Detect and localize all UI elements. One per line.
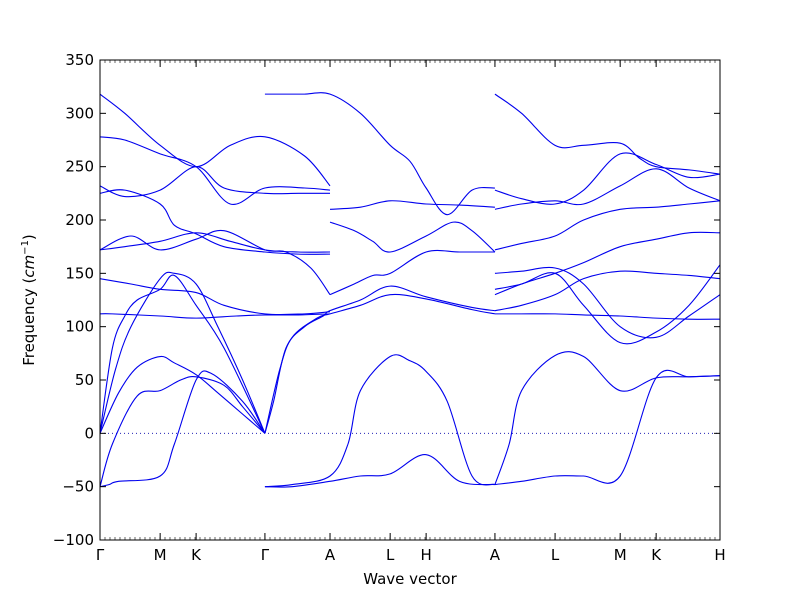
band-line-16 (264, 454, 495, 488)
band-line-24 (494, 200, 721, 251)
y-tick-label: 100 (65, 318, 94, 336)
band-line-12 (99, 93, 331, 187)
y-axis-label-close: ) (20, 234, 38, 240)
band-line-29 (494, 369, 721, 486)
y-tick-label: 50 (75, 371, 94, 389)
y-axis-label-unit: cm (20, 255, 38, 278)
y-axis-label-open: ( (20, 278, 38, 289)
x-tick-label: H (714, 546, 725, 564)
band-lines (99, 92, 721, 488)
x-axis-label: Wave vector (363, 570, 457, 588)
x-tick-label: M (614, 546, 627, 564)
y-axis-label: Frequency (cm−1) (20, 234, 38, 366)
x-tick-label: A (325, 546, 336, 564)
x-tick-label: H (420, 546, 431, 564)
band-line-6 (99, 278, 331, 316)
band-line-20 (329, 200, 495, 210)
x-tick-label: L (551, 546, 560, 564)
band-line-31 (494, 264, 721, 345)
y-axis-label-unit-exp: −1 (20, 240, 31, 255)
y-tick-label: 150 (65, 264, 94, 282)
y-tick-label: 200 (65, 211, 94, 229)
band-line-8 (99, 232, 331, 253)
plot-border (99, 59, 721, 541)
band-line-4 (99, 376, 266, 487)
y-tick-label: 350 (65, 51, 94, 69)
x-tick-label: Γ (261, 546, 270, 564)
band-line-15 (264, 293, 496, 434)
band-line-26 (494, 270, 721, 312)
band-line-3 (99, 370, 266, 488)
x-tick-label: M (154, 546, 167, 564)
x-tick-label: A (490, 546, 501, 564)
band-line-13 (264, 92, 495, 216)
band-line-21 (494, 93, 721, 175)
band-line-7 (99, 229, 331, 295)
band-line-5 (99, 313, 331, 319)
x-tick-label: Γ (96, 546, 105, 564)
band-line-17 (264, 354, 496, 488)
y-tick-label: 250 (65, 158, 94, 176)
y-tick-label: 300 (65, 104, 94, 122)
y-axis-label-text: Frequency (20, 288, 38, 366)
band-line-18 (329, 221, 496, 253)
y-tick-label: −100 (53, 531, 94, 549)
band-line-19 (329, 249, 495, 296)
band-line-22 (494, 152, 721, 205)
band-line-10 (99, 166, 331, 198)
y-tick-label: −50 (62, 478, 94, 496)
band-line-9 (99, 189, 331, 255)
band-line-1 (99, 271, 266, 434)
x-tick-label: L (386, 546, 395, 564)
y-axis-ticks: −100 −50 0 50 100 150 200 250 300 350 (53, 51, 720, 549)
x-tick-label: K (651, 546, 662, 564)
band-line-23 (494, 168, 721, 210)
plot-area: −100 −50 0 50 100 150 200 250 300 350 Γ M K Γ A L H A L M K… (53, 51, 726, 564)
y-tick-label: 0 (84, 424, 94, 442)
band-line-11 (99, 136, 331, 205)
x-tick-label: K (191, 546, 202, 564)
plot-frame (100, 60, 720, 540)
band-line-0 (99, 355, 266, 434)
band-line-28 (494, 351, 721, 485)
band-line-30 (494, 266, 721, 339)
band-line-27 (494, 313, 721, 320)
